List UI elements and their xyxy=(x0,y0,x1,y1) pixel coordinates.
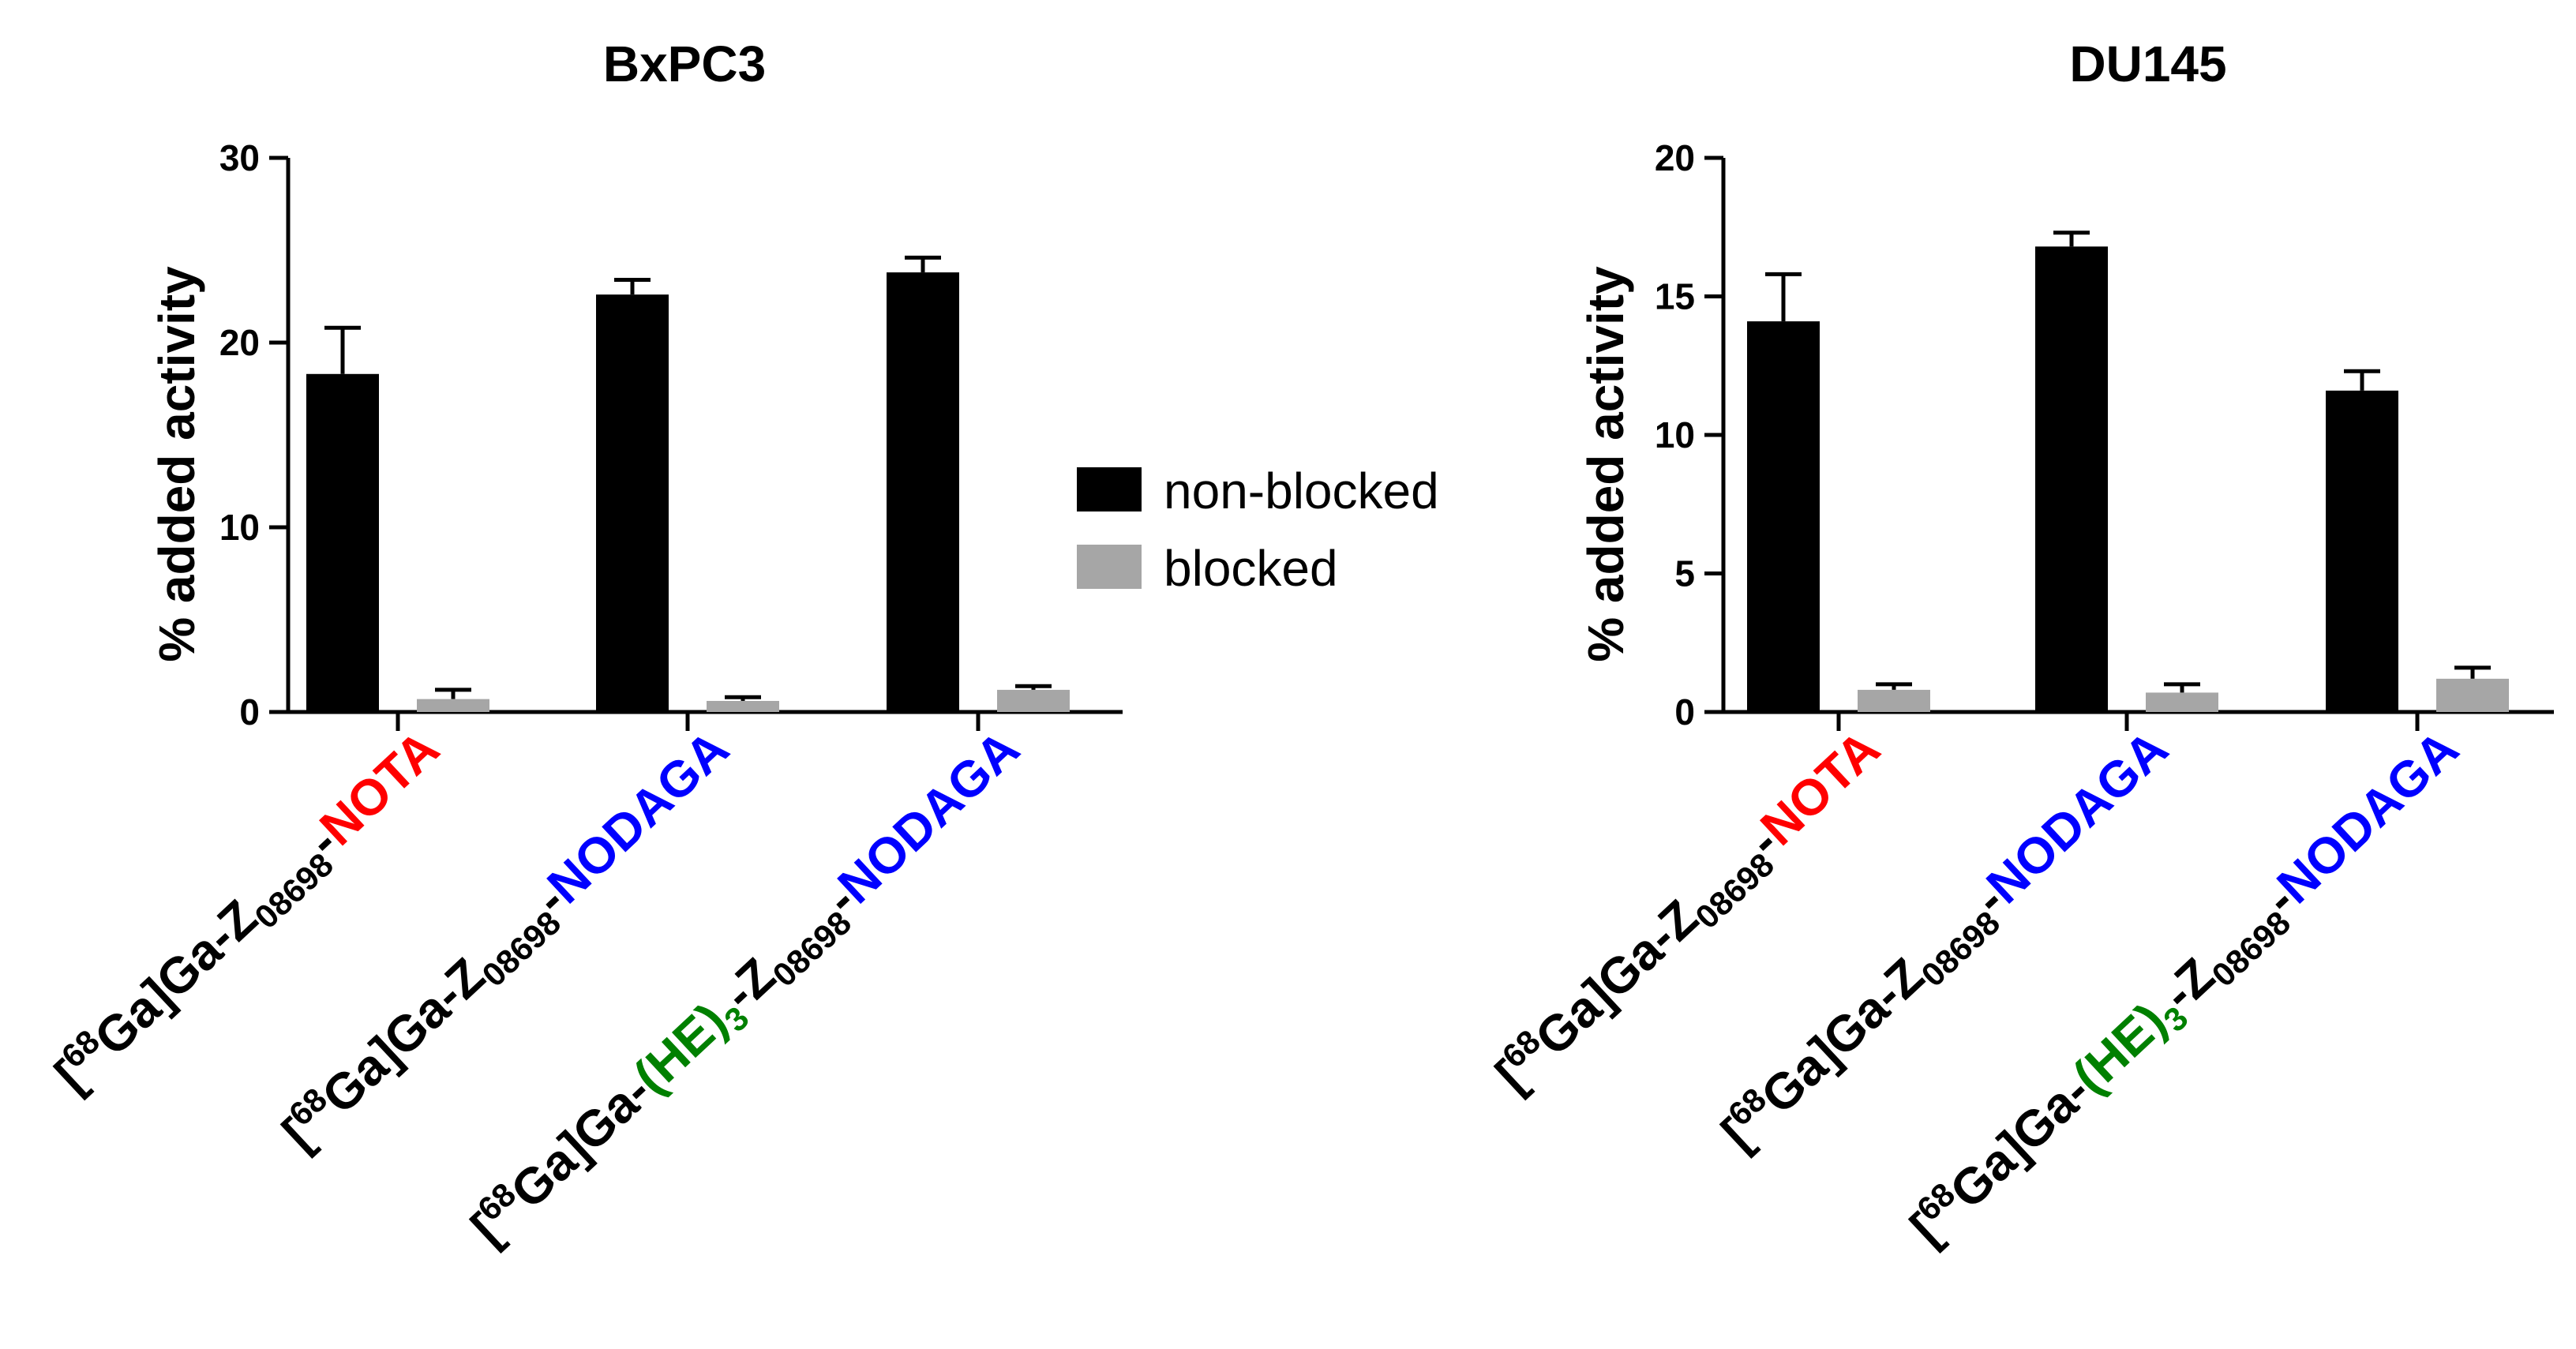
y-tick-label: 5 xyxy=(1674,553,1695,594)
panel-title-bxpc3: BxPC3 xyxy=(603,36,766,92)
error-bar-blocked xyxy=(2164,682,2200,693)
error-bar-blocked xyxy=(435,688,471,699)
panel-title-du145: DU145 xyxy=(2069,36,2226,92)
legend-swatch-blocked xyxy=(1077,545,1142,589)
bar-non-blocked xyxy=(887,272,959,713)
x-category-label: [68Ga]Ga-Z08698-NODAGA xyxy=(1708,718,2183,1167)
y-tick-label: 0 xyxy=(239,691,260,733)
y-tick-label: 10 xyxy=(1655,414,1695,455)
bar-non-blocked xyxy=(2326,390,2398,712)
y-tick-label: 20 xyxy=(219,322,260,363)
bar-blocked xyxy=(2436,678,2509,712)
bar-non-blocked xyxy=(1747,321,1820,712)
panel-du145: DU145 % added activity 0 5 10 15 20 [68Ga]Ga-… xyxy=(1485,36,2554,1261)
bar-non-blocked xyxy=(596,294,669,712)
y-tick-label: 15 xyxy=(1655,276,1695,317)
y-tick-label: 10 xyxy=(219,507,260,548)
error-bar-blocked xyxy=(725,695,761,701)
legend: non-blocked blocked xyxy=(1077,463,1439,597)
error-bar-blocked xyxy=(1876,682,1912,690)
bar-blocked xyxy=(417,699,489,712)
legend-label-blocked: blocked xyxy=(1164,540,1338,597)
y-tick-label: 20 xyxy=(1655,137,1695,178)
error-bar-non-blocked xyxy=(1765,272,1802,322)
x-category-label: [68Ga]Ga-(HE)3-Z08698-NODAGA xyxy=(458,718,1034,1261)
bar-non-blocked xyxy=(306,373,379,712)
plot-area-du145: 05101520[68Ga]Ga-Z08698-NOTA[68Ga]Ga-Z08… xyxy=(1485,137,2554,1261)
bar-non-blocked xyxy=(2035,246,2108,712)
error-bar-non-blocked xyxy=(2344,369,2380,391)
bar-blocked xyxy=(2146,692,2218,712)
bar-blocked xyxy=(997,689,1070,712)
error-bar-blocked xyxy=(2454,665,2491,679)
error-bar-non-blocked xyxy=(905,255,941,273)
error-bar-blocked xyxy=(1015,684,1052,690)
error-bar-non-blocked xyxy=(614,277,651,295)
legend-label-non-blocked: non-blocked xyxy=(1164,463,1439,519)
panel-bxpc3: BxPC3 % added activity 0102030[68Ga]Ga-Z… xyxy=(44,36,1123,1261)
y-tick-label: 30 xyxy=(219,137,260,178)
error-bar-non-blocked xyxy=(2053,230,2090,247)
y-tick-label: 0 xyxy=(1674,691,1695,733)
y-axis-label-bxpc3: % added activity xyxy=(148,266,205,662)
legend-swatch-non-blocked xyxy=(1077,467,1142,511)
error-bar-non-blocked xyxy=(324,325,361,374)
x-category-label: [68Ga]Ga-(HE)3-Z08698-NODAGA xyxy=(1897,718,2473,1261)
y-axis-label-du145: % added activity xyxy=(1577,266,1634,662)
bar-blocked xyxy=(707,700,779,712)
bar-blocked xyxy=(1858,689,1930,712)
